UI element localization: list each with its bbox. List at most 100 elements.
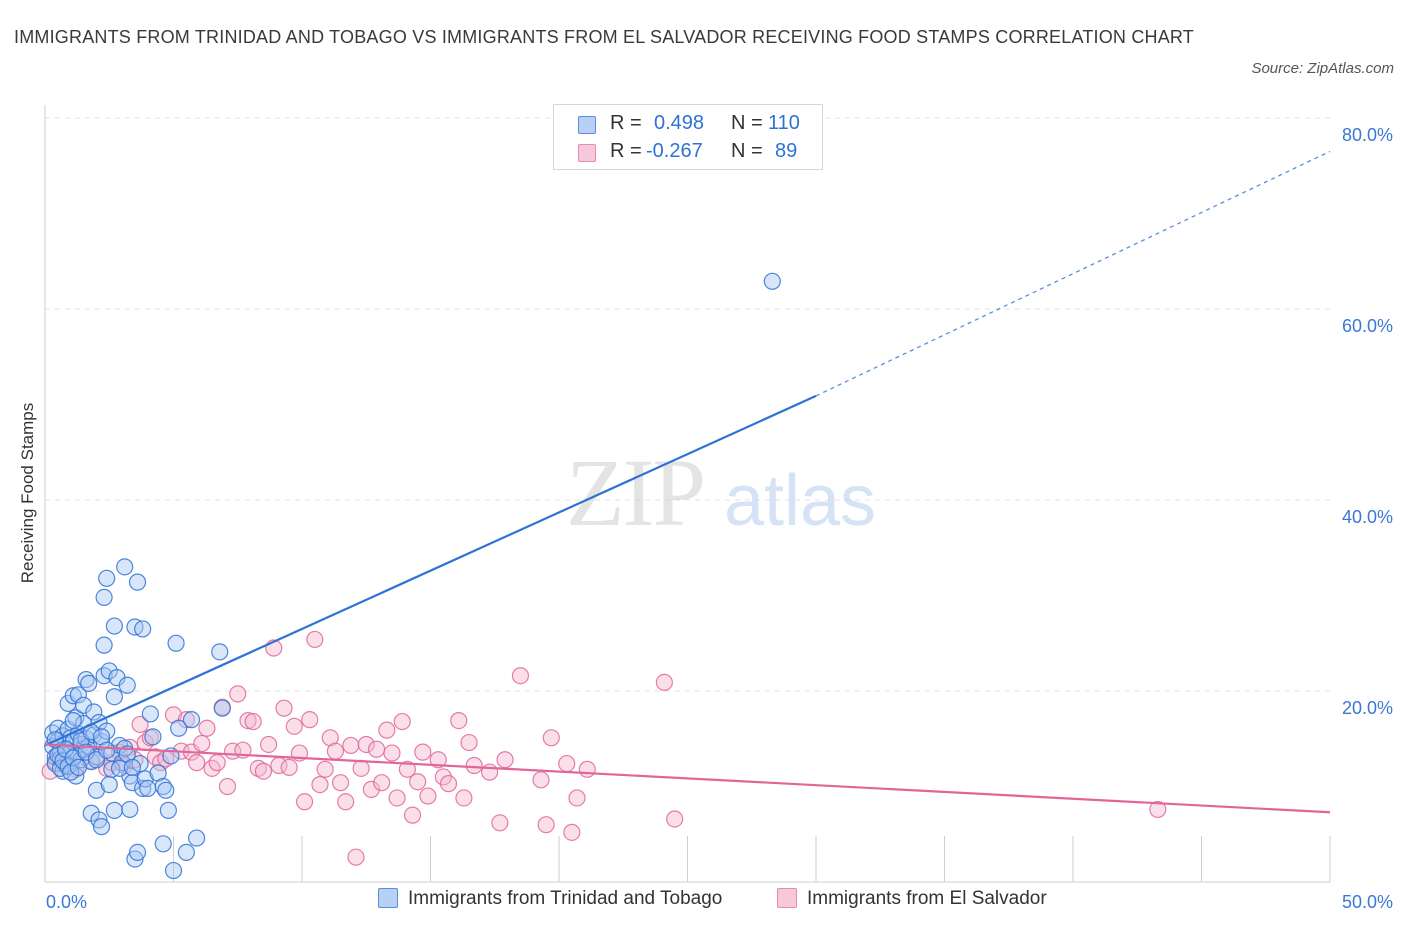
data-point bbox=[388, 789, 406, 807]
data-point bbox=[182, 711, 201, 729]
data-point bbox=[69, 758, 88, 777]
data-point bbox=[239, 712, 257, 730]
data-point bbox=[74, 696, 93, 714]
data-point bbox=[414, 743, 432, 761]
data-point bbox=[337, 793, 355, 811]
x-tick-label: 50.0% bbox=[1342, 892, 1393, 912]
data-point bbox=[188, 829, 206, 847]
data-point bbox=[95, 636, 113, 654]
axes bbox=[44, 105, 1331, 883]
legend-swatch-blue bbox=[578, 116, 596, 134]
trend-line bbox=[44, 394, 817, 747]
data-point bbox=[123, 774, 141, 792]
chart-title: IMMIGRANTS FROM TRINIDAD AND TOBAGO VS I… bbox=[14, 27, 1194, 47]
data-point bbox=[275, 699, 293, 717]
data-point bbox=[331, 774, 350, 792]
data-point bbox=[465, 756, 483, 775]
data-point bbox=[578, 760, 596, 778]
data-point bbox=[69, 686, 88, 704]
data-point bbox=[383, 744, 401, 762]
trend-line-extension bbox=[815, 150, 1331, 397]
data-point bbox=[367, 740, 386, 758]
data-point bbox=[301, 711, 319, 729]
data-point bbox=[357, 735, 375, 754]
data-point bbox=[110, 759, 129, 777]
data-point bbox=[511, 667, 530, 685]
data-point bbox=[398, 760, 416, 778]
data-point bbox=[118, 676, 136, 694]
data-point bbox=[455, 789, 473, 807]
data-point bbox=[496, 751, 514, 769]
data-point bbox=[121, 800, 139, 819]
data-point bbox=[95, 588, 113, 607]
data-point bbox=[280, 758, 298, 777]
data-point bbox=[116, 558, 134, 576]
data-point bbox=[537, 816, 555, 834]
data-point bbox=[85, 703, 103, 721]
data-point bbox=[342, 736, 360, 755]
data-point bbox=[131, 754, 149, 773]
data-point bbox=[306, 630, 324, 649]
bottom-legend-label: Immigrants from El Salvador bbox=[807, 888, 1047, 909]
data-point bbox=[193, 734, 211, 753]
x-tick-label: 0.0% bbox=[46, 892, 87, 912]
data-point bbox=[105, 688, 123, 706]
data-point bbox=[90, 811, 108, 829]
bottom-legend-trinidad: Immigrants from Trinidad and Tobago bbox=[378, 888, 722, 910]
data-point bbox=[170, 719, 188, 737]
data-point bbox=[98, 741, 116, 759]
data-point bbox=[229, 685, 247, 703]
data-point bbox=[326, 742, 345, 760]
data-point bbox=[95, 667, 113, 685]
data-point bbox=[316, 760, 334, 778]
legend: R = 0.498 N = 110 R = -0.267 N = 89 bbox=[553, 104, 823, 170]
data-point bbox=[419, 787, 437, 805]
watermark-atlas: atlas bbox=[724, 461, 876, 541]
data-point bbox=[352, 759, 370, 777]
data-point bbox=[105, 801, 123, 819]
data-point bbox=[126, 850, 144, 868]
data-point bbox=[139, 779, 157, 798]
data-point bbox=[64, 712, 82, 730]
data-point bbox=[208, 754, 226, 772]
legend-swatch-pink bbox=[578, 144, 596, 162]
legend-n-value: 89 bbox=[775, 140, 798, 162]
legend-n-value: 110 bbox=[768, 112, 800, 134]
data-point bbox=[347, 848, 365, 866]
data-point bbox=[128, 843, 147, 861]
data-point bbox=[154, 835, 172, 853]
y-tick-label: 40.0% bbox=[1342, 507, 1393, 527]
data-point bbox=[393, 712, 411, 731]
data-point bbox=[1149, 800, 1167, 819]
data-point bbox=[249, 759, 267, 777]
y-tick-label: 60.0% bbox=[1342, 316, 1393, 336]
data-point bbox=[134, 779, 152, 798]
legend-n-label: N = bbox=[731, 140, 763, 162]
grid-lines bbox=[45, 117, 1330, 692]
data-point bbox=[134, 620, 152, 638]
data-point bbox=[532, 771, 550, 789]
data-point bbox=[563, 823, 581, 841]
data-point bbox=[254, 762, 273, 780]
data-point bbox=[92, 818, 111, 836]
data-point bbox=[409, 773, 427, 791]
data-point bbox=[128, 573, 147, 591]
data-point bbox=[259, 735, 278, 754]
data-point bbox=[80, 674, 98, 692]
bottom-legend-swatch-pink bbox=[777, 888, 797, 908]
bottom-legend-swatch-blue bbox=[378, 888, 398, 908]
data-point bbox=[159, 801, 177, 819]
data-point bbox=[491, 814, 509, 832]
data-point bbox=[429, 751, 447, 769]
legend-n-label: N = bbox=[731, 112, 763, 134]
data-point bbox=[211, 643, 229, 661]
data-point bbox=[105, 617, 123, 635]
data-point bbox=[558, 754, 576, 773]
data-point bbox=[98, 569, 116, 587]
data-point bbox=[218, 777, 237, 796]
trend-lines bbox=[44, 150, 1331, 814]
data-point bbox=[295, 793, 314, 811]
data-point bbox=[123, 758, 141, 777]
data-point bbox=[177, 843, 195, 861]
